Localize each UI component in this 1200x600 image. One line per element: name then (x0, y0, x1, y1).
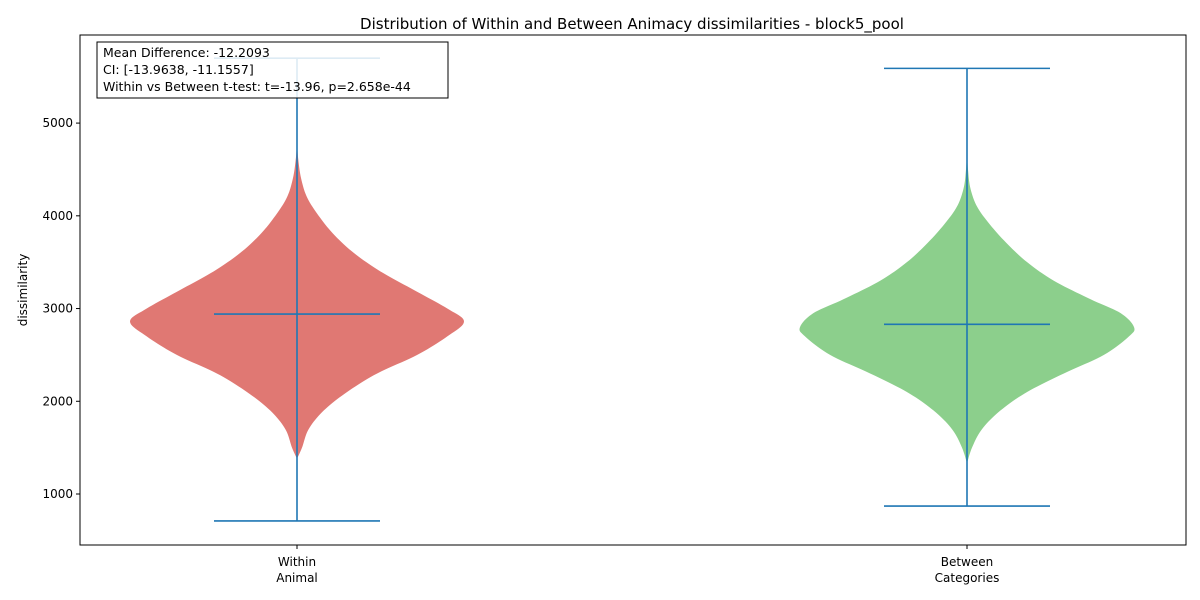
annotation-line: Within vs Between t-test: t=-13.96, p=2.… (103, 79, 411, 94)
violins-layer (130, 143, 1135, 464)
plot-frame (79, 34, 1187, 546)
x-tick-label: Within Animal (276, 555, 318, 585)
y-tick-label: 4000 (42, 209, 73, 223)
y-tick-label: 1000 (42, 487, 73, 501)
annotation-frame (96, 41, 449, 99)
chart-title: Distribution of Within and Between Anima… (360, 15, 904, 34)
annotation-line: Mean Difference: -12.2093 (103, 45, 270, 60)
x-tick-label: Between Categories (935, 555, 1000, 585)
annotation-box: Mean Difference: -12.2093 CI: [-13.9638, … (96, 41, 449, 99)
y-axis-label: dissimilarity (16, 254, 30, 327)
y-tick-label: 5000 (42, 116, 73, 130)
y-tick-label: 3000 (42, 302, 73, 316)
x-axis: Within Animal Between Categories (276, 545, 999, 585)
annotation-line: CI: [-13.9638, -11.1557] (103, 62, 254, 77)
y-axis: 1000 2000 3000 4000 5000 (42, 116, 80, 501)
y-tick-label: 2000 (42, 394, 73, 408)
